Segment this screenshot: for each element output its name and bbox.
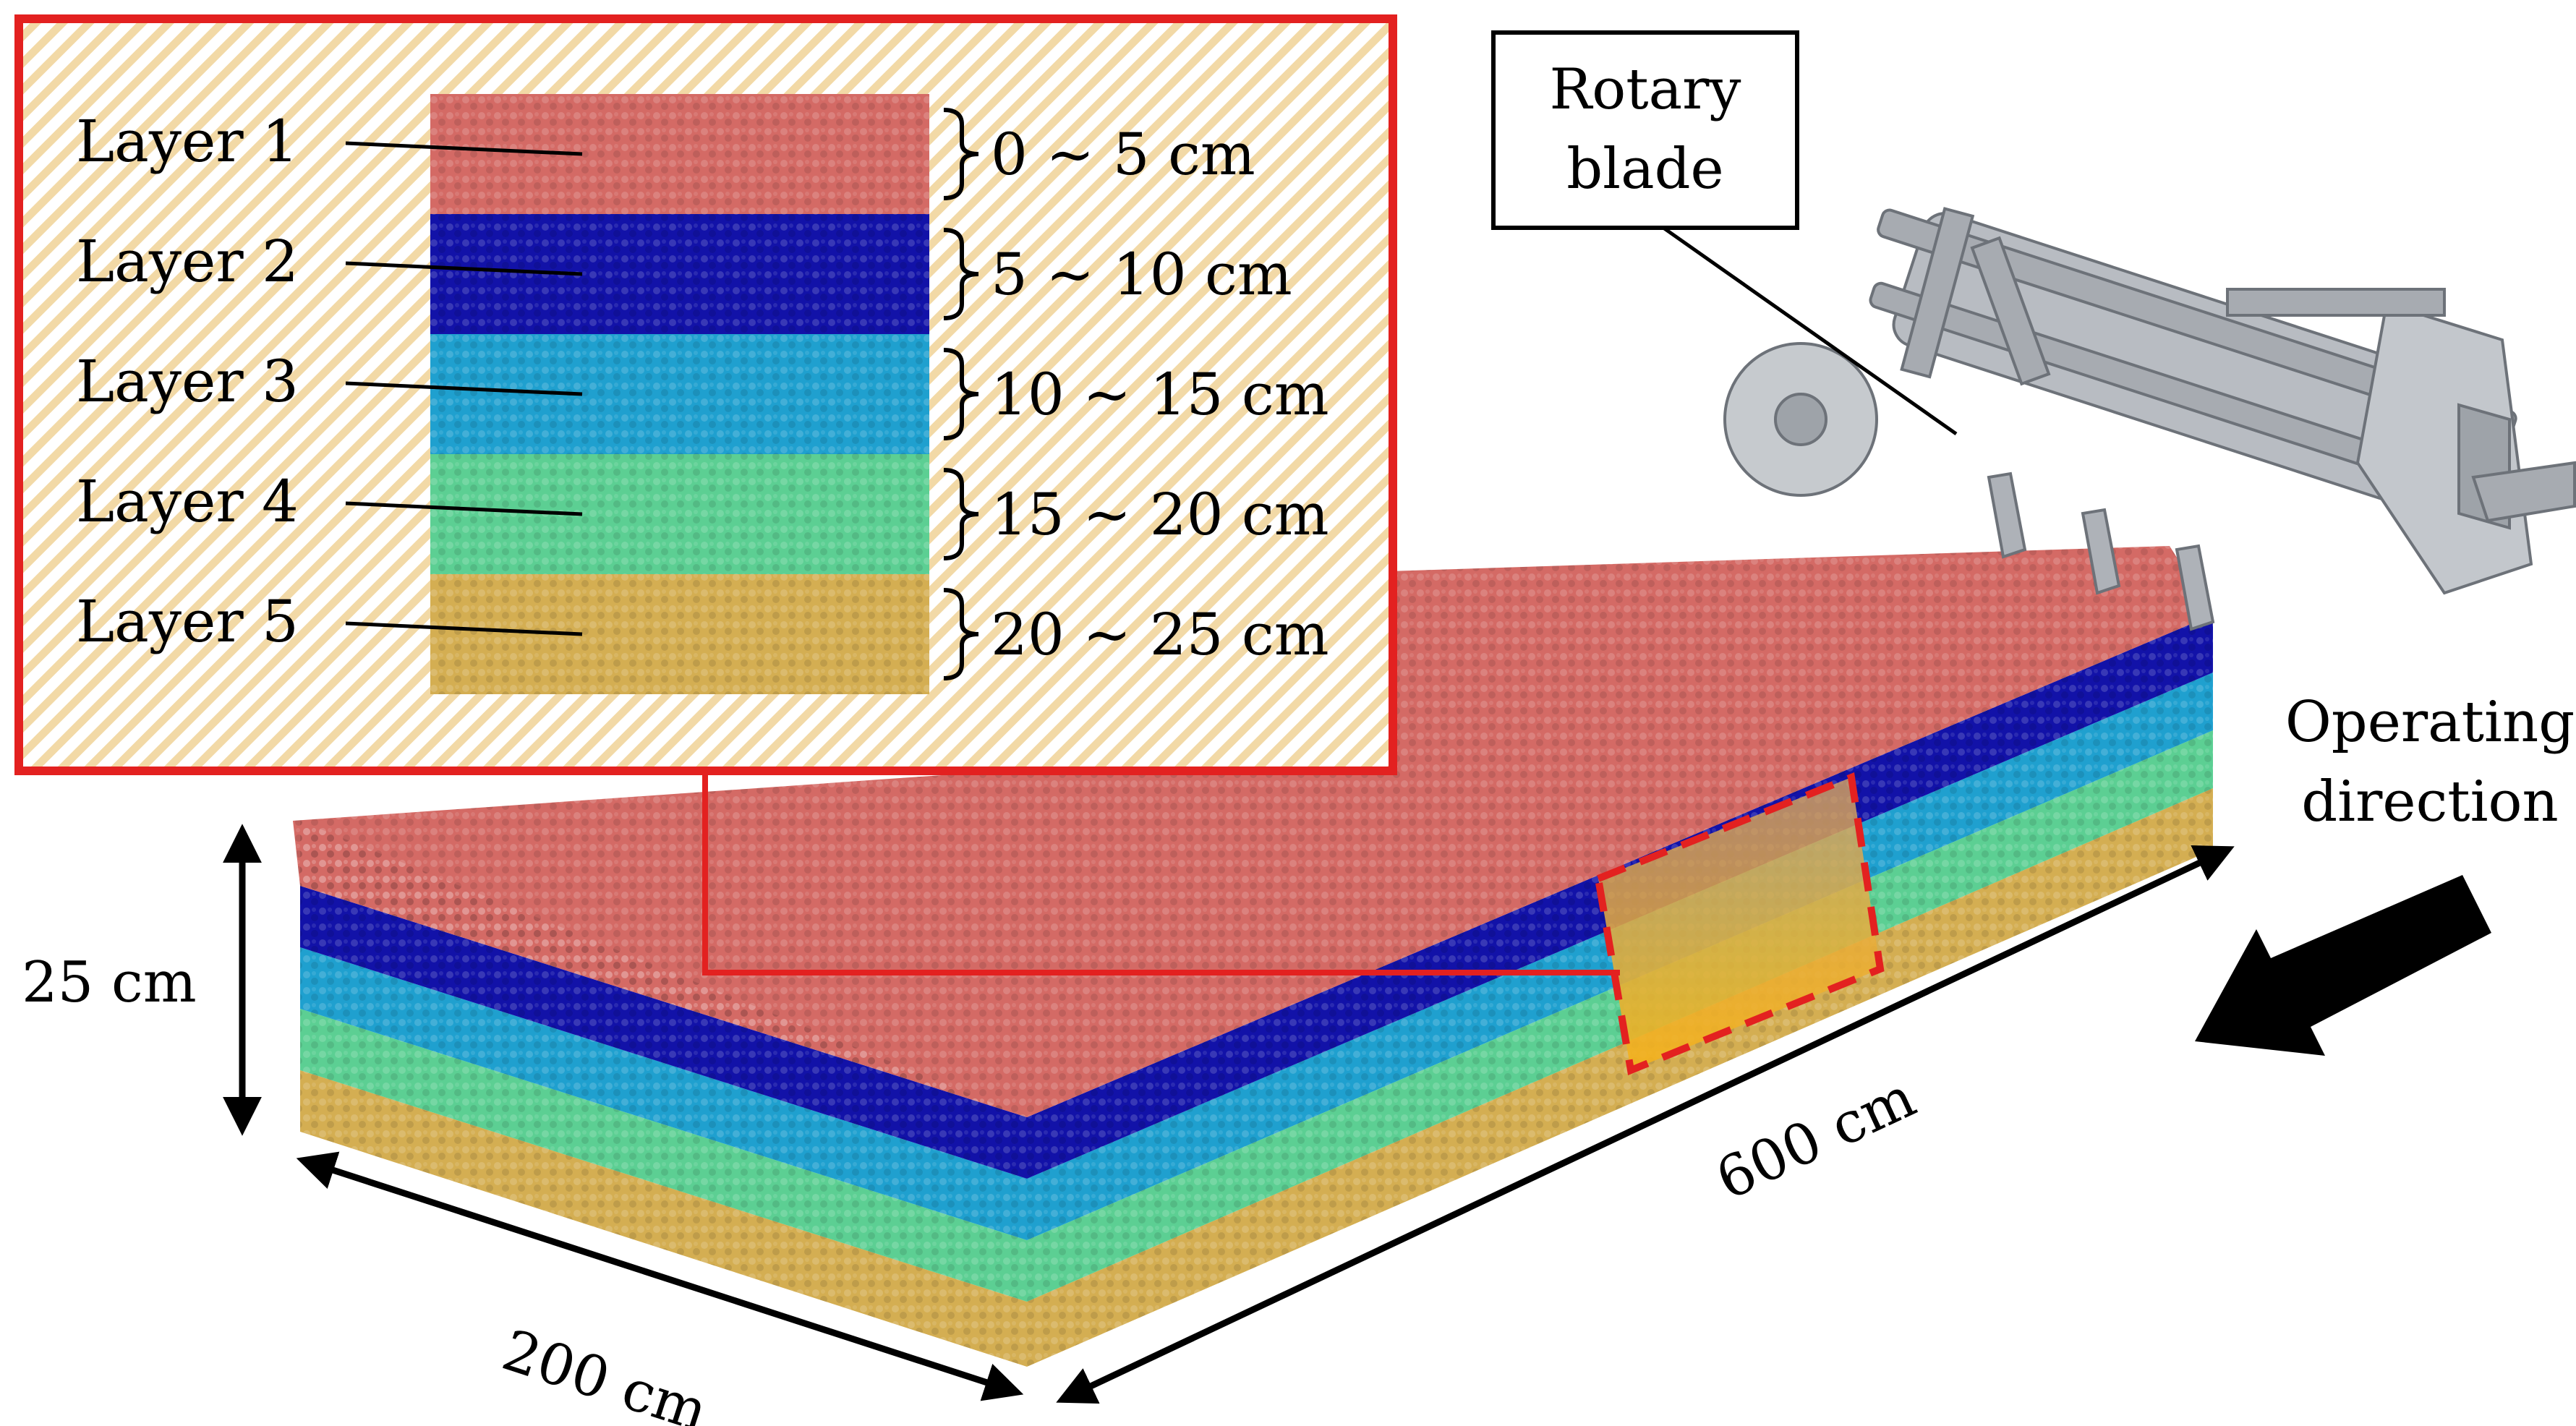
inset-layer-4-depth: 15 ~ 20 cm	[991, 481, 1329, 548]
length-arrow	[1056, 845, 2235, 1404]
inset-layer-3-texture	[430, 334, 929, 454]
inset-layer-2-leader	[345, 261, 583, 276]
inset-layer-2-depth: 5 ~ 10 cm	[991, 241, 1292, 308]
inset-layer-1-texture	[430, 94, 929, 214]
inset-layer-1-name: Layer 1	[76, 108, 299, 175]
width-arrow	[296, 1151, 1024, 1401]
inset-layer-4-leader	[345, 501, 583, 516]
depth-label: 25 cm	[22, 950, 197, 1015]
inset-layer-3-name: Layer 3	[76, 348, 299, 415]
inset-layer-1-depth: 0 ~ 5 cm	[991, 121, 1255, 188]
inset-layer-3-brace	[943, 348, 979, 440]
inset-layer-1-brace	[943, 108, 979, 200]
direction-arrow	[2195, 875, 2491, 1056]
inset-layer-5-brace	[943, 588, 979, 680]
inset-layer-5-name: Layer 5	[76, 588, 299, 655]
inset-layer-1-leader	[345, 141, 583, 156]
rotary-tiller	[1723, 207, 2576, 631]
inset-panel: Layer 1 0 ~ 5 cm Layer 2 5 ~ 10 cm Layer 3 10…	[14, 14, 1397, 775]
length-label: 600 cm	[1707, 1065, 1925, 1213]
rotary-blade-leader	[1662, 226, 1958, 436]
inset-layer-2-brace	[943, 228, 979, 320]
inset-layer-3-depth: 10 ~ 15 cm	[991, 361, 1329, 428]
rotary-blade-label-line2: blade	[1566, 137, 1723, 202]
width-label: 200 cm	[495, 1318, 715, 1426]
rotary-blade-label-line1: Rotary	[1550, 57, 1741, 122]
inset-layer-5-texture	[430, 574, 929, 694]
direction-label-line1: Operating	[2285, 690, 2575, 755]
inset-layer-stack: Layer 1 0 ~ 5 cm Layer 2 5 ~ 10 cm Layer 3 10…	[76, 94, 1329, 694]
inset-layer-2-texture	[430, 214, 929, 334]
inset-layer-3-leader	[345, 381, 583, 396]
inset-layer-4-brace	[943, 468, 979, 560]
inset-layer-2-name: Layer 2	[76, 228, 299, 295]
inset-layer-4-texture	[430, 454, 929, 574]
rotary-blade-label-box	[1491, 30, 1799, 230]
inset-layer-5-leader	[345, 621, 583, 636]
direction-label-line2: direction	[2301, 769, 2559, 834]
inset-layer-4-name: Layer 4	[76, 468, 299, 535]
inset-layer-5-depth: 20 ~ 25 cm	[991, 601, 1329, 668]
